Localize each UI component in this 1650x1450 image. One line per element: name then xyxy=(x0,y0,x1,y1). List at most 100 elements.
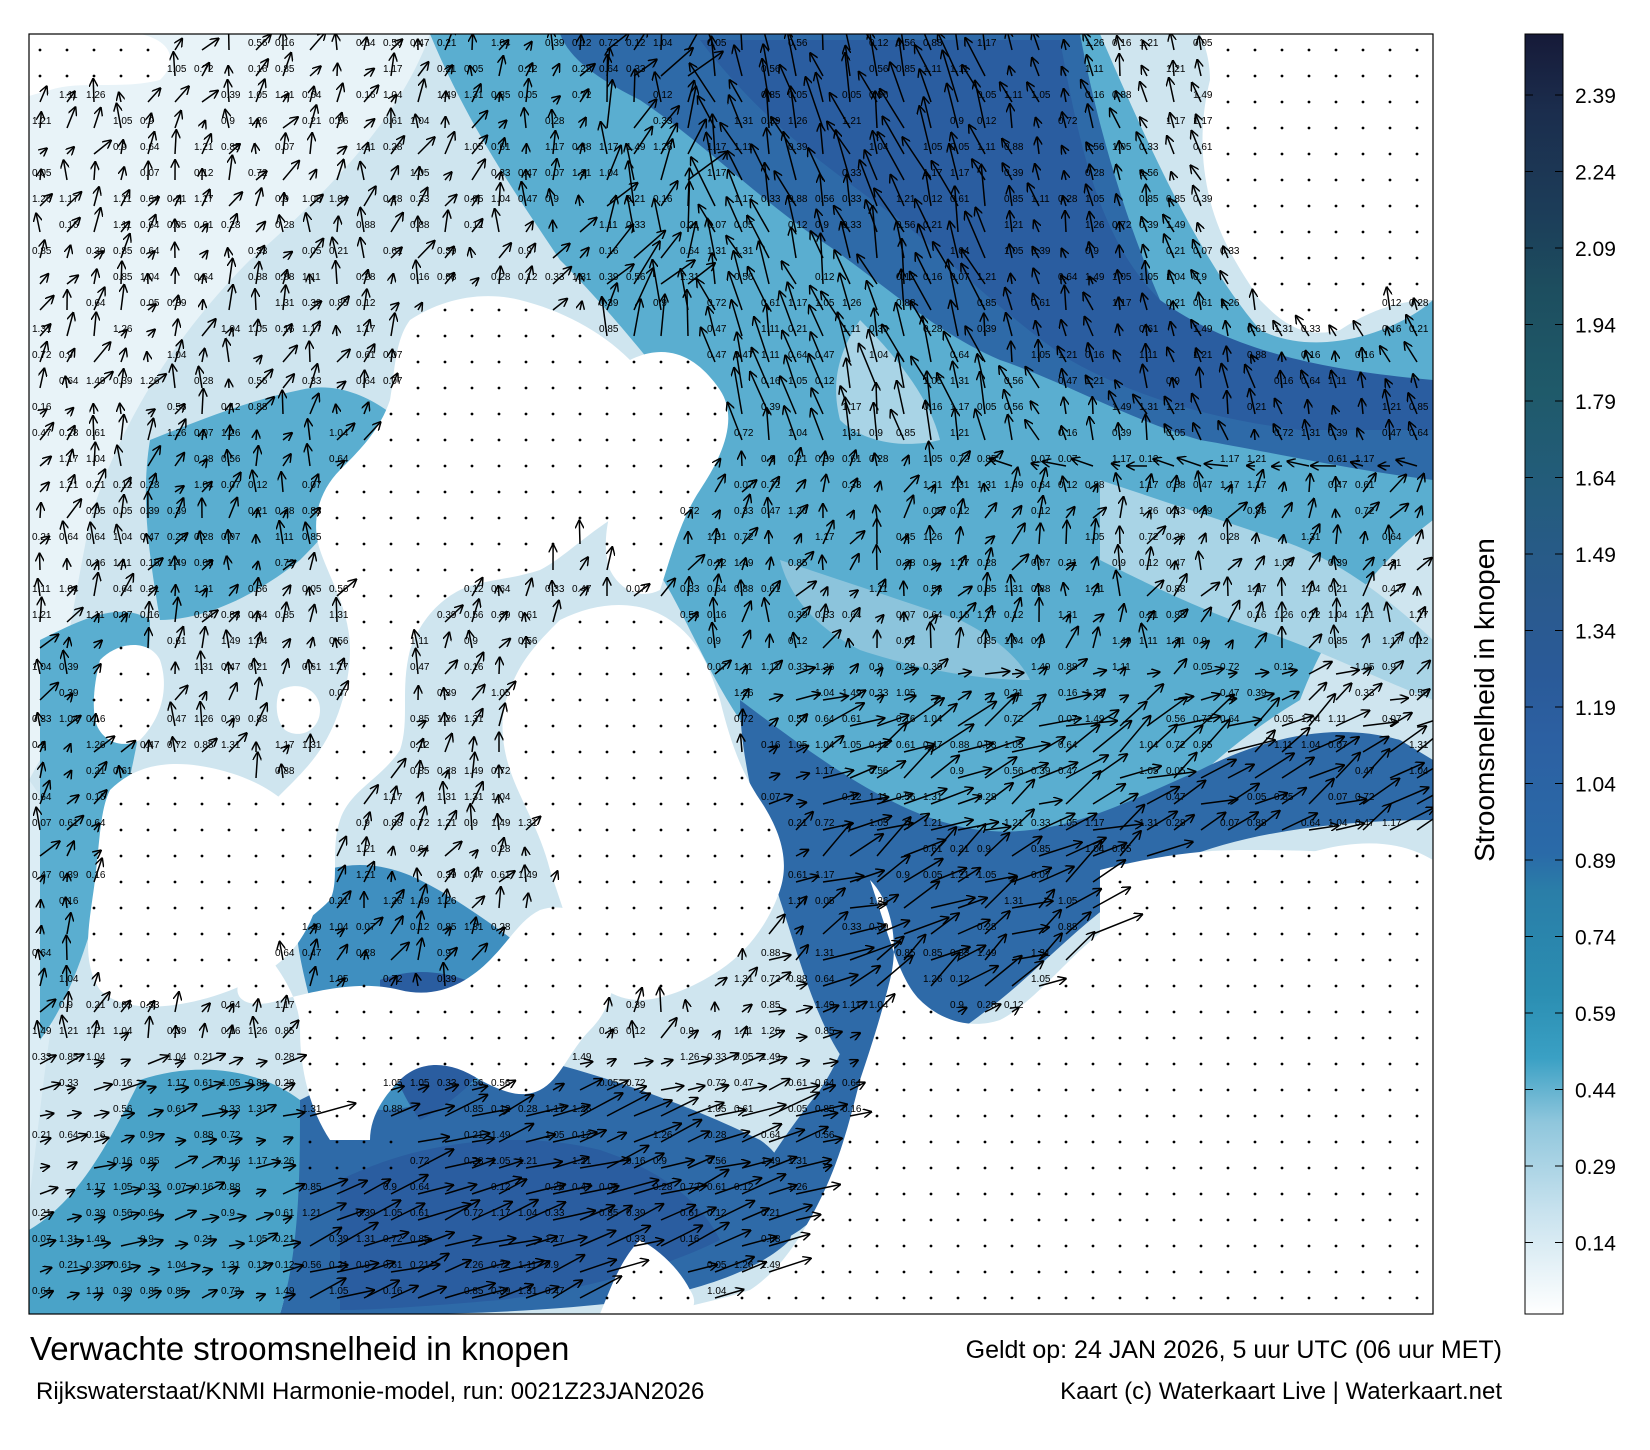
grid-dot xyxy=(1037,1218,1041,1222)
grid-dot xyxy=(1091,1088,1095,1092)
current-arrow xyxy=(391,349,392,363)
grid-dot xyxy=(1280,1062,1284,1066)
speed-label: 0.56 xyxy=(113,1208,133,1219)
speed-label: 0.05 xyxy=(707,38,727,49)
speed-label: 0.47 xyxy=(32,428,52,439)
current-arrow xyxy=(633,231,665,259)
speed-label: 0.12 xyxy=(275,1260,295,1271)
grid-dot xyxy=(1280,308,1284,312)
grid-dot xyxy=(119,854,123,858)
speed-label: 0.61 xyxy=(1355,480,1375,491)
grid-dot xyxy=(119,74,123,78)
speed-label: 0.64 xyxy=(113,584,133,595)
grid-dot xyxy=(497,516,501,520)
grid-dot xyxy=(1388,230,1392,234)
grid-dot xyxy=(1334,48,1338,52)
current-arrow xyxy=(965,212,986,259)
current-arrow xyxy=(471,159,485,181)
grid-dot xyxy=(524,542,528,546)
current-arrow xyxy=(784,406,797,441)
current-arrow xyxy=(1172,378,1174,389)
grid-dot xyxy=(1280,932,1284,936)
grid-dot xyxy=(443,1036,447,1040)
speed-label: 0.72 xyxy=(491,766,511,777)
current-arrow xyxy=(783,132,797,181)
current-arrow xyxy=(1133,395,1148,415)
speed-label: 0.85 xyxy=(1139,194,1159,205)
speed-label: 0.64 xyxy=(950,350,970,361)
current-arrow xyxy=(1083,293,1094,311)
current-arrow xyxy=(471,84,481,103)
grid-dot xyxy=(470,360,474,364)
grid-dot xyxy=(470,1036,474,1040)
grid-dot xyxy=(1415,854,1419,858)
current-arrow xyxy=(1198,293,1201,311)
grid-dot xyxy=(119,48,123,52)
grid-dot xyxy=(443,464,447,468)
grid-dot xyxy=(848,1270,852,1274)
speed-label: 0.28 xyxy=(1058,194,1078,205)
grid-dot xyxy=(632,698,636,702)
current-arrow xyxy=(1197,223,1201,233)
current-arrow xyxy=(1146,344,1148,363)
speed-label: 1.21 xyxy=(1004,818,1024,829)
grid-dot xyxy=(659,672,663,676)
speed-label: 0.39 xyxy=(59,870,79,881)
current-arrow xyxy=(633,127,652,155)
current-arrow xyxy=(148,330,155,337)
current-arrow xyxy=(255,397,274,415)
current-arrow xyxy=(229,426,230,441)
speed-label: 0.05 xyxy=(167,220,187,231)
grid-dot xyxy=(1118,1062,1122,1066)
grid-dot xyxy=(1118,932,1122,936)
grid-dot xyxy=(281,932,285,936)
grid-dot xyxy=(146,932,150,936)
speed-label: 0.61 xyxy=(1247,324,1267,335)
current-arrow xyxy=(553,159,557,181)
current-arrow xyxy=(809,305,824,337)
current-arrow xyxy=(336,160,344,181)
grid-dot xyxy=(578,828,582,832)
grid-dot xyxy=(686,984,690,988)
speed-label: 1.31 xyxy=(464,714,484,725)
speed-label: 0.47 xyxy=(1382,584,1402,595)
grid-dot xyxy=(119,880,123,884)
grid-dot xyxy=(1064,1088,1068,1092)
grid-dot xyxy=(524,750,528,754)
grid-dot xyxy=(443,1062,447,1066)
speed-label: 0.61 xyxy=(275,1208,295,1219)
current-arrow xyxy=(850,450,856,467)
grid-dot xyxy=(173,802,177,806)
speed-label: 0.64 xyxy=(32,948,52,959)
model-source: Rijkswaterstaat/KNMI Harmonie-model, run… xyxy=(36,1378,705,1405)
current-arrow xyxy=(982,34,986,51)
grid-dot xyxy=(1145,1244,1149,1248)
grid-dot xyxy=(1307,230,1311,234)
speed-label: 0.07 xyxy=(32,1234,52,1245)
grid-dot xyxy=(1415,1114,1419,1118)
grid-dot xyxy=(362,984,366,988)
speed-label: 1.21 xyxy=(59,1026,79,1037)
current-arrow xyxy=(66,107,75,129)
current-arrow xyxy=(787,34,797,77)
current-arrow xyxy=(391,303,399,310)
current-arrow xyxy=(148,251,155,258)
current-arrow xyxy=(309,195,323,207)
grid-dot xyxy=(1118,1140,1122,1144)
grid-dot xyxy=(1145,906,1149,910)
current-arrow xyxy=(445,210,448,233)
speed-label: 0.64 xyxy=(329,454,349,465)
speed-label: 1.49 xyxy=(572,1052,592,1063)
speed-label: 0.28 xyxy=(869,454,889,465)
grid-dot xyxy=(659,932,663,936)
speed-label: 0.16 xyxy=(680,1234,700,1245)
current-arrow xyxy=(1273,321,1283,337)
current-arrow xyxy=(1036,118,1039,129)
grid-dot xyxy=(92,906,96,910)
current-arrow xyxy=(93,416,94,441)
grid-dot xyxy=(1334,74,1338,78)
grid-dot xyxy=(416,594,420,598)
speed-label: 0.39 xyxy=(788,610,808,621)
grid-dot xyxy=(1334,230,1338,234)
current-arrow xyxy=(955,34,959,51)
